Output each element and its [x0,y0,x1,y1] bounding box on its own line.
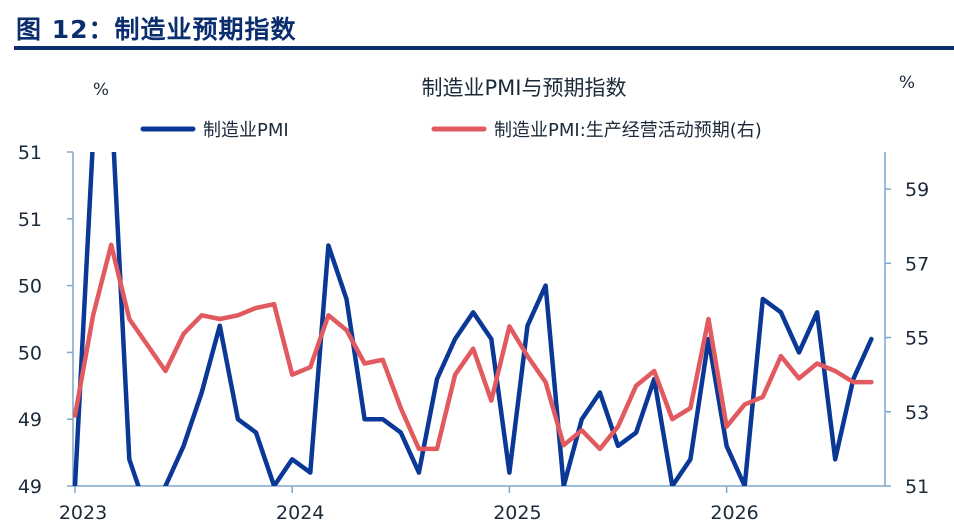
right-tick-label: 59 [905,179,929,201]
right-tick-label: 51 [905,476,929,498]
right-tick-label: 55 [905,328,929,350]
left-tick-label: 50 [18,276,42,298]
legend: 制造业PMI 制造业PMI:生产经营活动预期(右) [140,120,762,141]
series-lines [72,152,874,486]
x-tick-label: 2024 [276,502,324,524]
pmi-line [72,152,874,486]
left-tick-label: 51 [18,209,42,231]
x-tick-label: 2023 [59,502,107,524]
left-tick-label: 49 [18,409,42,431]
figure-header: 图 12：制造业预期指数 [14,6,954,50]
expectation-line [72,242,874,452]
axes [67,151,891,493]
chart-title: 制造业PMI与预期指数 [422,76,627,100]
left-tick-label: 50 [18,342,42,364]
left-tick-label: 51 [18,142,42,164]
legend-label-expectation: 制造业PMI:生产经营活动预期(右) [494,120,762,141]
tick-labels: 49 49 50 50 51 51 51 53 55 57 59 2023 2024 2025 2026 [18,142,929,524]
figure-title: 图 12：制造业预期指数 [16,15,297,44]
x-tick-label: 2025 [493,502,541,524]
left-axis-unit: % [93,80,109,100]
right-tick-label: 53 [905,402,929,424]
right-tick-label: 57 [905,253,929,275]
right-axis-unit: % [899,73,915,93]
title-underline [14,46,954,50]
legend-label-pmi: 制造业PMI [203,120,289,141]
left-tick-label: 49 [18,476,42,498]
x-tick-label: 2026 [710,502,758,524]
